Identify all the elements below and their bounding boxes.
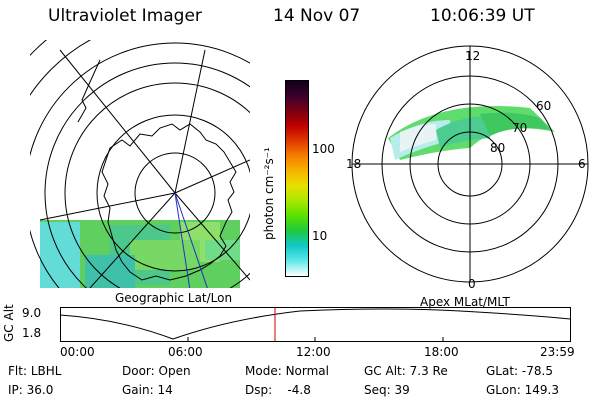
status-door: Door: Open (122, 364, 191, 378)
timeline-ylabel: GC Alt (2, 304, 16, 342)
timeline-xtick-0600: 06:00 (168, 345, 203, 359)
antarctica-coastline (101, 123, 237, 281)
mlt-label-18: 18 (346, 157, 361, 171)
geo-panel-label: Geographic Lat/Lon (115, 291, 232, 305)
footprint-lines (174, 192, 208, 288)
mlt-label-12: 12 (465, 49, 480, 63)
mlt-label-6: 6 (578, 157, 586, 171)
status-glon: GLon: 149.3 (486, 383, 559, 397)
mlat-label-60: 60 (536, 99, 551, 113)
timeline-ytick-min: 1.8 (22, 326, 42, 340)
mlat-label-80: 80 (490, 141, 505, 155)
geographic-map-panel: Geographic Lat/Lon (30, 40, 250, 305)
timeline-xtick-0000: 00:00 (60, 345, 95, 359)
status-ip: IP: 36.0 (8, 383, 54, 397)
status-dsp: Dsp: -4.8 (245, 383, 311, 397)
date-label: 14 Nov 07 (273, 6, 361, 26)
polar-aurora-image (388, 106, 555, 160)
colorbar (285, 80, 309, 277)
polar-panel-label: Apex MLat/MLT (420, 295, 510, 309)
timeline-ytick-max: 9.0 (22, 306, 42, 320)
timeline-xtick-1800: 18:00 (424, 345, 459, 359)
status-seq: Seq: 39 (364, 383, 410, 397)
altitude-timeline (59, 307, 571, 342)
polar-mlt-panel: 12 6 0 18 60 70 80 Apex MLat/MLT (346, 45, 589, 309)
status-mode: Mode: Normal (245, 364, 329, 378)
time-label: 10:06:39 UT (430, 6, 535, 26)
status-gc-alt: GC Alt: 7.3 Re (364, 364, 448, 378)
coastline-fragment (77, 59, 101, 123)
colorbar-tick-100: 100 (312, 142, 335, 156)
status-glat: GLat: -78.5 (486, 364, 553, 378)
app-title: Ultraviolet Imager (48, 6, 202, 26)
status-gain: Gain: 14 (122, 383, 173, 397)
polar-grid (351, 45, 589, 283)
geo-meridians (39, 49, 250, 288)
mlt-label-0: 0 (468, 277, 476, 291)
geo-aurora-image (40, 220, 240, 288)
colorbar-tick-10: 10 (312, 229, 328, 243)
colorbar-unit-label: photon cm⁻²s⁻¹ (262, 147, 276, 240)
geo-lat-grid (30, 40, 250, 288)
status-flt: Flt: LBHL (8, 364, 62, 378)
timeline-xtick-1200: 12:00 (296, 345, 331, 359)
timeline-xtick-2359: 23:59 (540, 345, 575, 359)
mlat-label-70: 70 (512, 121, 527, 135)
